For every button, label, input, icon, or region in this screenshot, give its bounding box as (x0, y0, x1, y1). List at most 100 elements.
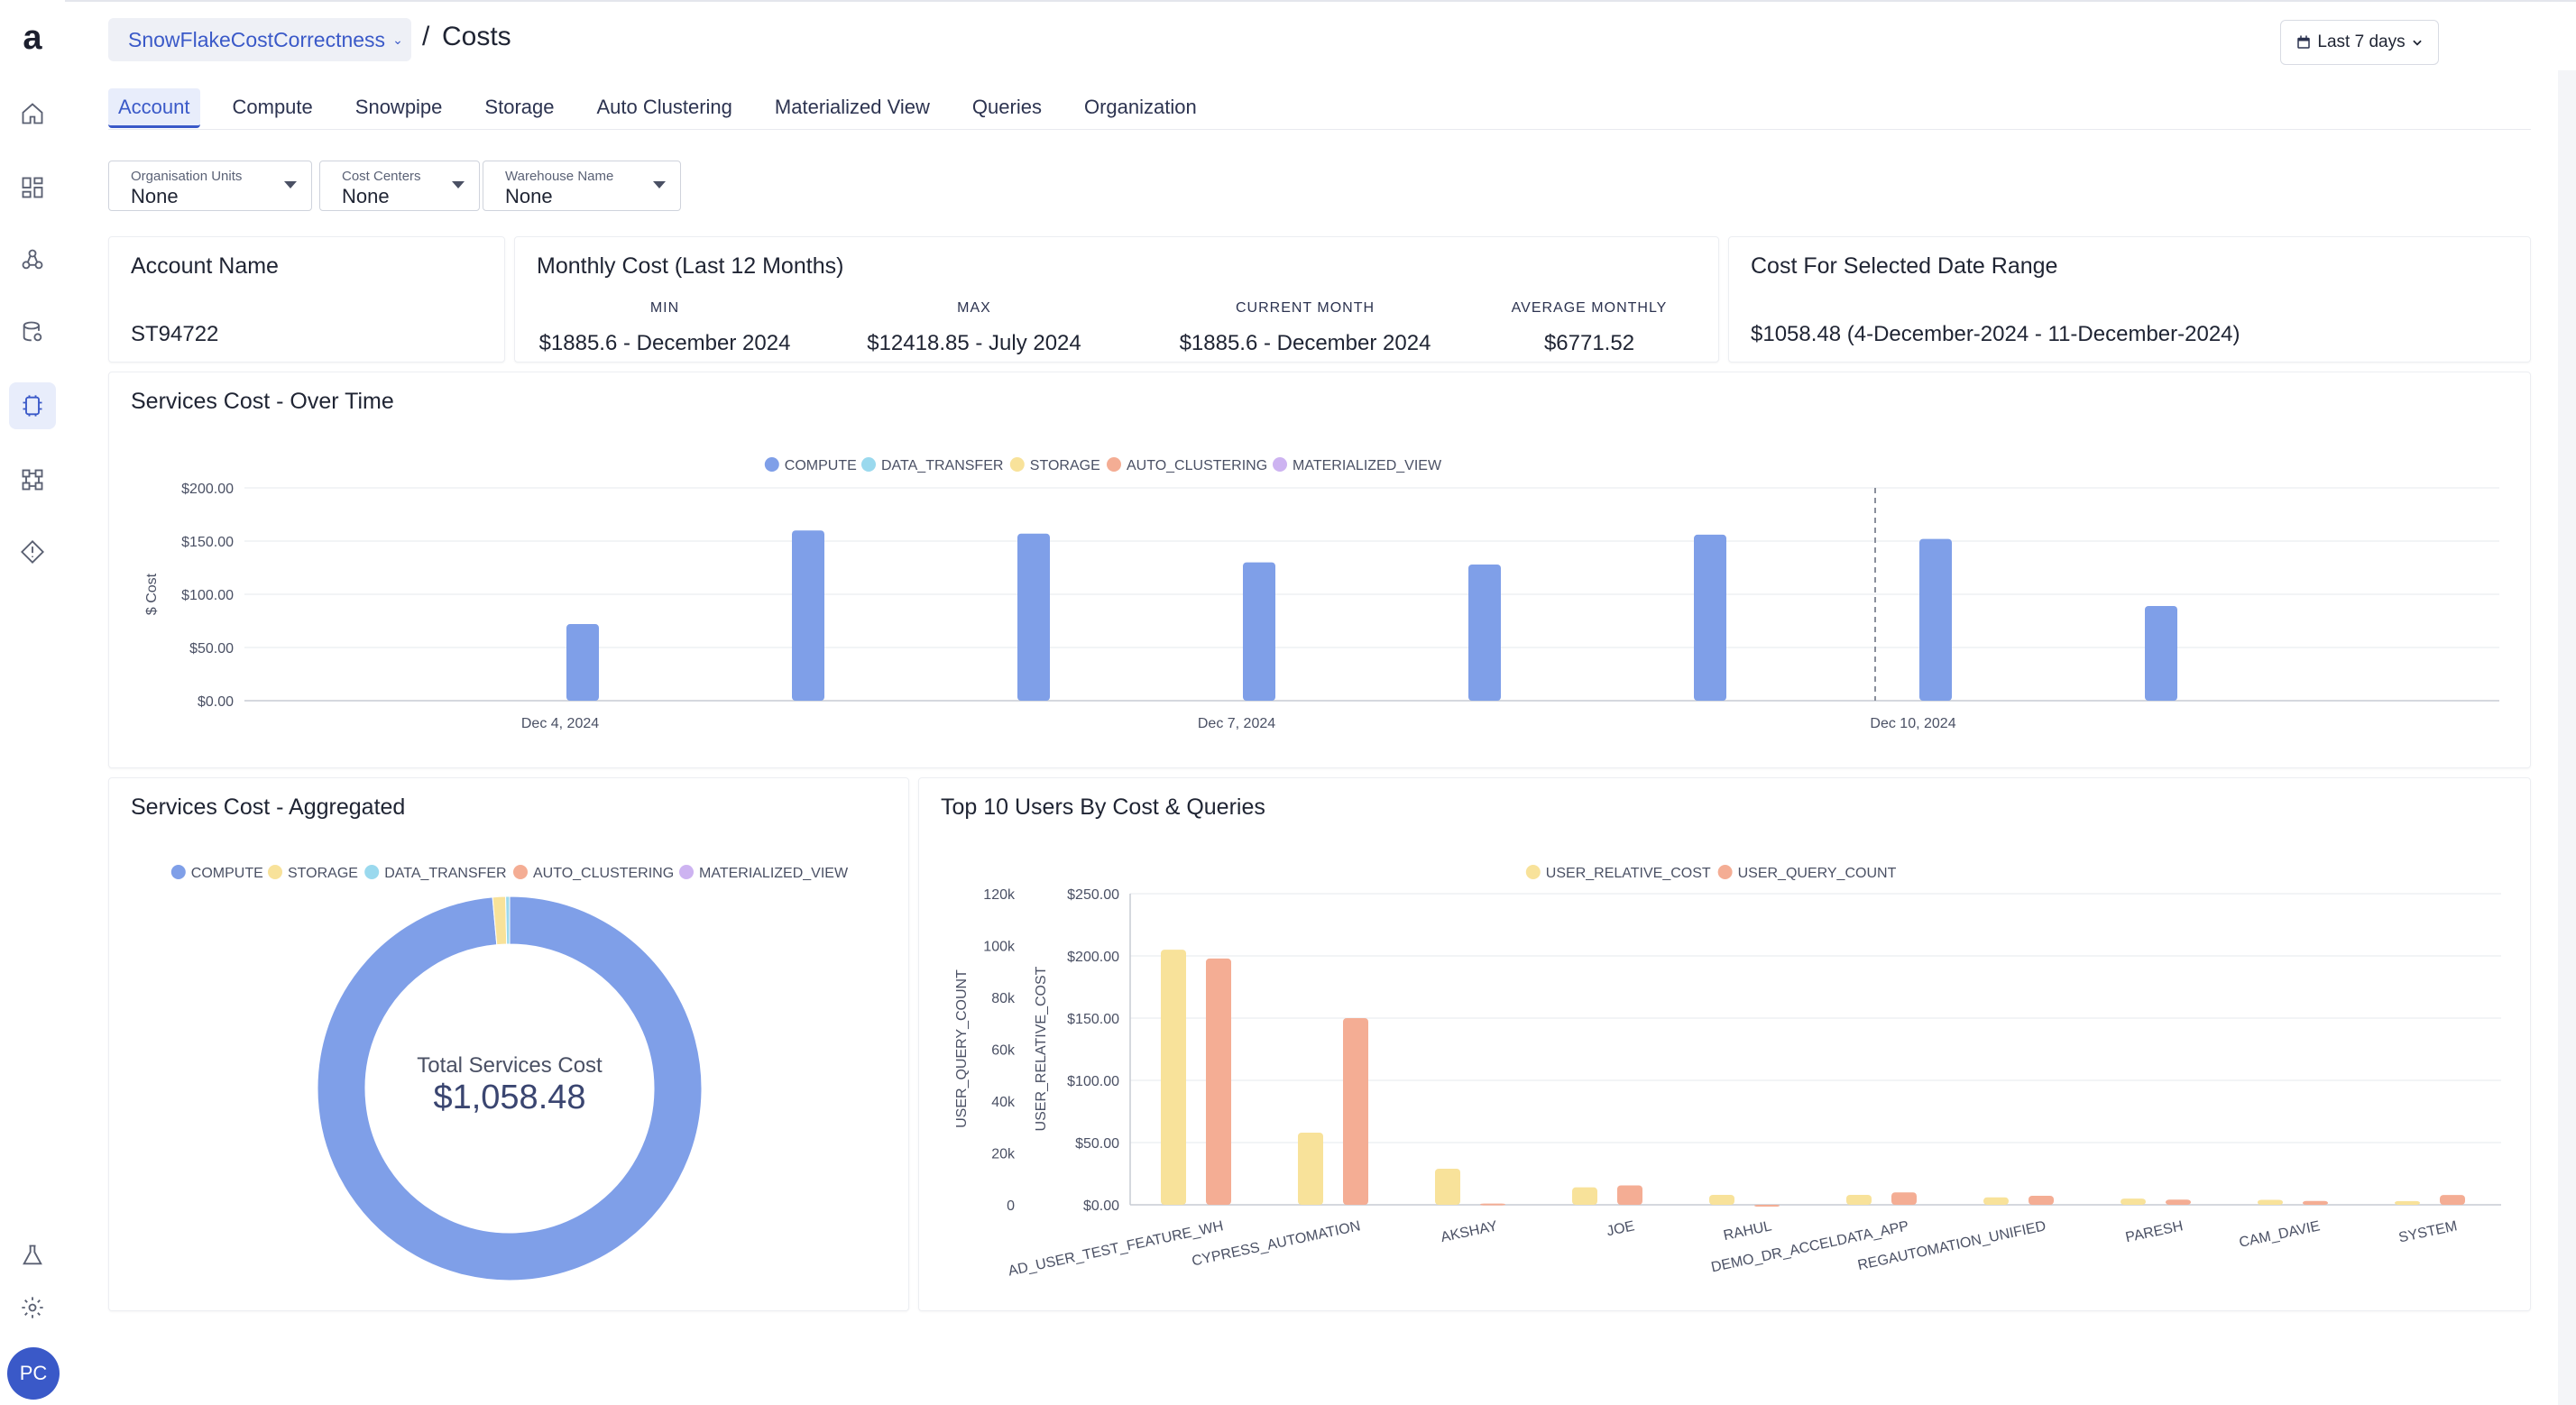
warehouse-name-select[interactable]: Warehouse Name None (483, 161, 681, 211)
max-stat: MAX $12418.85 - July 2024 (861, 237, 1087, 356)
bar-user-relative-cost[interactable] (1983, 1197, 2009, 1205)
bar-user-relative-cost[interactable] (1298, 1132, 1323, 1205)
bar-user-query-count[interactable] (1754, 1205, 1780, 1207)
alerts-icon[interactable] (9, 528, 56, 575)
legend-label[interactable]: AUTO_CLUSTERING (1127, 458, 1267, 473)
bar-user-relative-cost[interactable] (2395, 1200, 2420, 1205)
tab-account[interactable]: Account (108, 88, 200, 128)
stat-value: $6771.52 (1543, 331, 1635, 355)
bar-user-query-count[interactable] (1617, 1185, 1642, 1205)
bar-user-query-count[interactable] (2303, 1200, 2328, 1205)
legend-swatch (170, 865, 186, 879)
x-tick-label: SYSTEM (2397, 1218, 2459, 1245)
y-tick-label: $0.00 (198, 694, 234, 710)
bar-compute[interactable] (566, 624, 599, 701)
y-tick-label: $50.00 (189, 641, 234, 657)
legend-label[interactable]: DATA_TRANSFER (881, 458, 1003, 473)
legend-swatch (1273, 457, 1287, 472)
bar-user-query-count[interactable] (2029, 1195, 2054, 1205)
legend-swatch (764, 457, 779, 472)
pipelines-icon[interactable] (9, 236, 56, 283)
filter-label: Organisation Units (131, 169, 243, 184)
legend-label[interactable]: AUTO_CLUSTERING (533, 866, 674, 881)
legend-label[interactable]: MATERIALIZED_VIEW (1293, 458, 1442, 473)
filter-value: None (342, 185, 390, 207)
legend-label[interactable]: MATERIALIZED_VIEW (699, 866, 849, 881)
services-cost-donut-chart: COMPUTE STORAGE DATA_TRANSFER AUTO_CLUSTERI… (170, 865, 849, 1281)
legend-label[interactable]: USER_RELATIVE_COST (1546, 866, 1711, 881)
tab-materialized-view[interactable]: Materialized View (774, 96, 930, 118)
legend-swatch (268, 865, 282, 879)
cost-centers-select[interactable]: Cost Centers None (319, 161, 480, 211)
bar-compute[interactable] (1017, 533, 1050, 701)
bar-user-relative-cost[interactable] (2121, 1198, 2146, 1205)
legend-swatch (364, 865, 380, 879)
y-tick-label-cost: $150.00 (1067, 1012, 1119, 1027)
tab-auto-clustering[interactable]: Auto Clustering (596, 96, 732, 118)
legend-label[interactable]: STORAGE (288, 866, 358, 881)
bar-user-relative-cost[interactable] (1846, 1194, 1872, 1205)
donut-slice-data-transfer[interactable] (505, 895, 511, 945)
date-range-button[interactable]: Last 7 days (2280, 20, 2439, 65)
data-sources-icon[interactable] (9, 308, 56, 355)
bar-user-query-count[interactable] (2166, 1199, 2191, 1205)
legend-label[interactable]: DATA_TRANSFER (384, 866, 506, 881)
tab-queries[interactable]: Queries (971, 96, 1042, 118)
legend-swatch (1717, 865, 1733, 879)
legend-label[interactable]: STORAGE (1030, 458, 1100, 473)
card-title: Monthly Cost (Last 12 Months) (537, 253, 844, 279)
tab-organization[interactable]: Organization (1083, 96, 1197, 118)
tab-bar: Account Compute Snowpipe Storage Auto Cl… (108, 88, 1229, 128)
legend-label[interactable]: COMPUTE (785, 458, 857, 473)
bar-user-query-count[interactable] (1891, 1192, 1917, 1205)
bar-user-relative-cost[interactable] (2258, 1199, 2283, 1205)
y-axis-label-query-count: USER_QUERY_COUNT (954, 969, 970, 1128)
bar-user-query-count[interactable] (1343, 1018, 1368, 1205)
top-users-card: Top 10 Users By Cost & Queries USER_RELA… (918, 777, 2531, 1311)
y-axis-label-relative-cost: USER_RELATIVE_COST (1034, 966, 1049, 1131)
right-scroll-area (2558, 70, 2576, 1405)
filter-label: Cost Centers (342, 169, 421, 184)
compute-cost-icon[interactable] (9, 382, 56, 429)
y-tick-label-cost: $0.00 (1083, 1198, 1119, 1214)
bar-user-relative-cost[interactable] (1709, 1194, 1734, 1205)
bar-compute[interactable] (1468, 564, 1501, 701)
user-avatar[interactable]: PC (7, 1347, 60, 1400)
tab-compute[interactable]: Compute (232, 96, 313, 118)
donut-slice-compute[interactable] (317, 895, 703, 1281)
legend-label[interactable]: COMPUTE (191, 866, 263, 881)
bar-user-query-count[interactable] (1480, 1203, 1505, 1206)
bar-compute[interactable] (1694, 534, 1726, 701)
bar-user-query-count[interactable] (1206, 958, 1231, 1205)
tab-storage[interactable]: Storage (484, 96, 555, 118)
bar-user-relative-cost[interactable] (1572, 1187, 1597, 1205)
x-tick-label: AD_USER_TEST_FEATURE_WH (1007, 1218, 1225, 1279)
tab-snowpipe[interactable]: Snowpipe (354, 96, 443, 118)
bar-compute[interactable] (1243, 562, 1275, 701)
project-selector[interactable]: SnowFlakeCostCorrectness ⌄ (108, 18, 411, 61)
x-tick-label: Dec 4, 2024 (521, 716, 599, 731)
bar-user-query-count[interactable] (2440, 1195, 2465, 1205)
organisation-units-select[interactable]: Organisation Units None (108, 161, 312, 211)
caret-down-icon (653, 181, 666, 188)
donut-center-label: Total Services Cost (417, 1053, 603, 1078)
app-logo[interactable]: a (23, 19, 42, 57)
dashboard-icon[interactable] (9, 164, 56, 211)
legend-label[interactable]: USER_QUERY_COUNT (1738, 866, 1897, 881)
bar-compute[interactable] (1919, 538, 1952, 701)
monthly-cost-card: Monthly Cost (Last 12 Months) MIN $1885.… (514, 236, 1719, 363)
filter-label: Warehouse Name (505, 169, 614, 184)
gear-icon[interactable] (9, 1284, 56, 1331)
y-tick-label-count: 20k (991, 1147, 1016, 1162)
home-icon[interactable] (9, 90, 56, 137)
lab-icon[interactable] (9, 1232, 56, 1279)
bar-compute[interactable] (2145, 605, 2177, 701)
y-tick-label-cost: $50.00 (1075, 1136, 1119, 1152)
date-range-cost-card: Cost For Selected Date Range $1058.48 (4… (1728, 236, 2531, 363)
date-range-cost-value: $1058.48 (4-December-2024 - 11-December-… (1751, 322, 2240, 346)
x-tick-label: PARESH (2124, 1218, 2185, 1245)
bar-user-relative-cost[interactable] (1161, 950, 1186, 1205)
lineage-icon[interactable] (9, 456, 56, 503)
bar-compute[interactable] (792, 530, 824, 701)
bar-user-relative-cost[interactable] (1435, 1168, 1460, 1205)
